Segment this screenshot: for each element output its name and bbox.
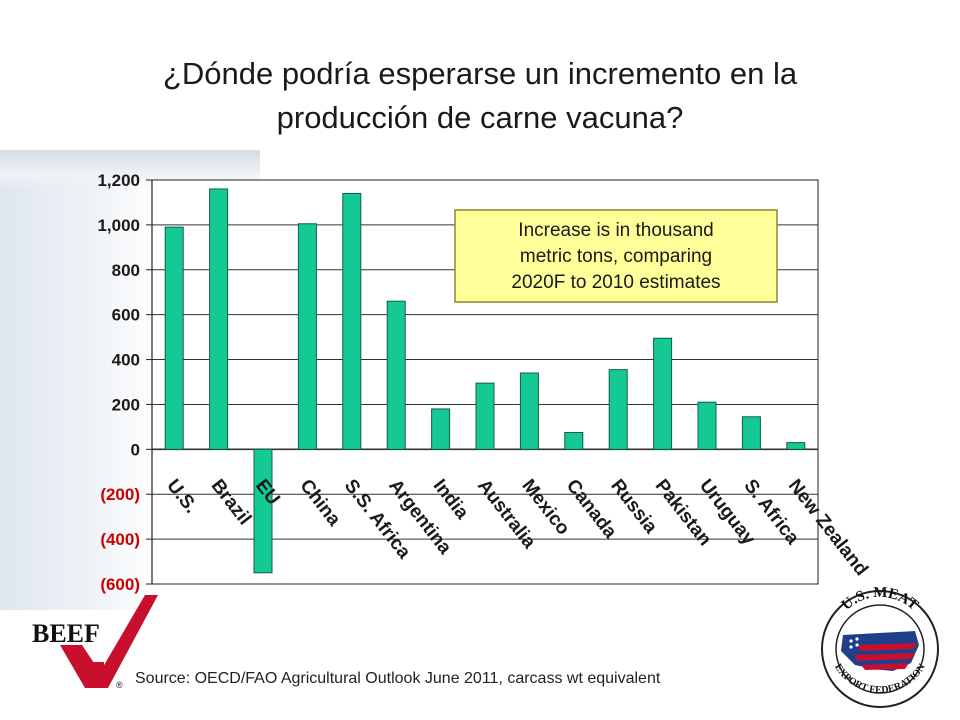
bar-s-s-africa — [342, 192, 362, 450]
usmef-logo: U.S. MEAT EXPORT FEDERATION — [821, 585, 939, 708]
beef-logo-text: BEEF — [32, 619, 100, 648]
title-line-1: ¿Dónde podría esperarse un incremento en… — [162, 56, 798, 91]
bar-india — [431, 408, 451, 450]
y-tick-label: 400 — [112, 351, 140, 370]
svg-text:®: ® — [116, 680, 123, 690]
y-tick-label: (600) — [100, 575, 140, 594]
title-line-2: producción de carne vacuna? — [276, 100, 684, 135]
source-note: Source: OECD/FAO Agricultural Outlook Ju… — [135, 670, 661, 687]
bar-russia — [608, 369, 628, 450]
y-tick-label: 1,000 — [97, 216, 140, 235]
left-background-decoration — [0, 150, 160, 610]
y-tick-label: 200 — [112, 395, 140, 414]
bar-argentina — [386, 300, 406, 450]
y-tick-label: (200) — [100, 485, 140, 504]
annotation-line: 2020F to 2010 estimates — [511, 272, 720, 293]
bar-new-zealand — [786, 442, 806, 450]
annotation-box — [454, 209, 778, 303]
bar-mexico — [519, 372, 539, 450]
y-tick-label: 600 — [112, 306, 140, 325]
y-tick-label: 800 — [112, 261, 140, 280]
y-tick-label: 1,200 — [97, 171, 140, 190]
bar-china — [297, 223, 317, 450]
y-tick-label: (400) — [100, 530, 140, 549]
bar-eu — [253, 448, 273, 574]
bar-australia — [475, 382, 495, 450]
bar-u-s- — [164, 226, 184, 450]
bar-chart: 1,2001,0008006004002000(200)(400)(600)U.… — [97, 171, 871, 594]
bar-brazil — [209, 188, 229, 450]
annotation-line: Increase is in thousand — [518, 220, 713, 241]
bar-canada — [564, 432, 584, 450]
y-tick-label: 0 — [131, 440, 140, 459]
beef-logo: BEEF ® — [32, 595, 158, 690]
bar-uruguay — [697, 401, 717, 450]
slide-title: ¿Dónde podría esperarse un incremento en… — [60, 52, 900, 140]
annotation-line: metric tons, comparing — [520, 246, 712, 267]
bar-s-africa — [741, 416, 761, 450]
bar-pakistan — [653, 337, 673, 450]
